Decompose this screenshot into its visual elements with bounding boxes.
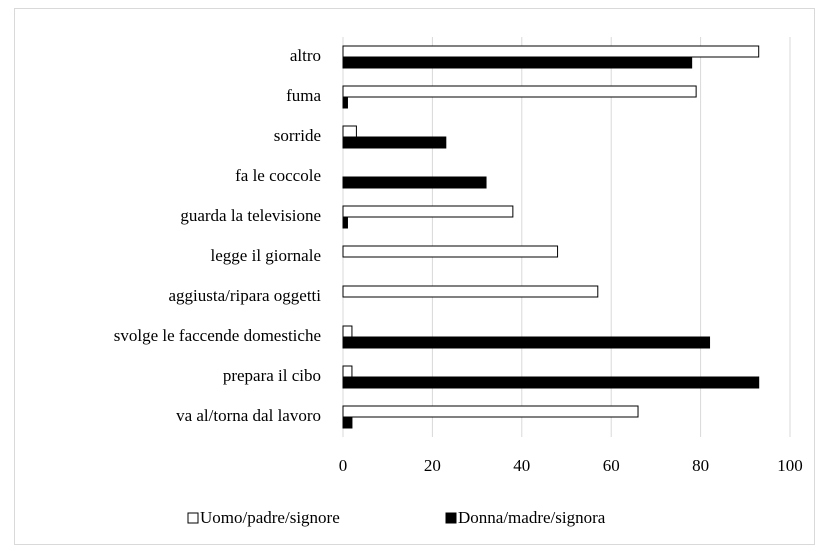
x-tick-label: 0: [339, 456, 348, 475]
bar: [342, 245, 559, 258]
bar: [342, 45, 760, 58]
y-tick-label: altro: [290, 46, 321, 65]
bar: [342, 136, 447, 149]
y-tick-label: legge il giornale: [211, 246, 321, 265]
x-tick-label: 20: [424, 456, 441, 475]
x-tick-label: 40: [513, 456, 530, 475]
bar: [342, 405, 639, 418]
bar: [342, 325, 353, 338]
bar: [342, 285, 599, 298]
y-tick-label: guarda la televisione: [180, 206, 321, 225]
y-tick-label: prepara il cibo: [223, 366, 321, 385]
bar: [342, 85, 697, 98]
y-tick-label: fa le coccole: [235, 166, 321, 185]
bar: [342, 365, 353, 378]
y-tick-label: svolge le faccende domestiche: [114, 326, 321, 345]
legend-marker: [445, 512, 457, 524]
legend-label: Uomo/padre/signore: [200, 508, 340, 527]
legend-label: Donna/madre/signora: [458, 508, 606, 527]
legend-marker: [187, 512, 199, 524]
y-tick-label: va al/torna dal lavoro: [176, 406, 321, 425]
y-tick-label: sorride: [274, 126, 321, 145]
bar: [342, 416, 353, 429]
bar: [342, 176, 487, 189]
bar: [342, 96, 348, 109]
bar: [342, 125, 357, 138]
y-tick-label: fuma: [286, 86, 321, 105]
x-tick-label: 80: [692, 456, 709, 475]
chart-frame: [14, 8, 815, 545]
x-tick-label: 60: [603, 456, 620, 475]
bar: [342, 216, 348, 229]
bar: [342, 56, 693, 69]
y-tick-label: aggiusta/ripara oggetti: [169, 286, 322, 305]
bar: [342, 376, 760, 389]
bar: [342, 205, 514, 218]
bar: [342, 336, 711, 349]
x-tick-label: 100: [777, 456, 803, 475]
